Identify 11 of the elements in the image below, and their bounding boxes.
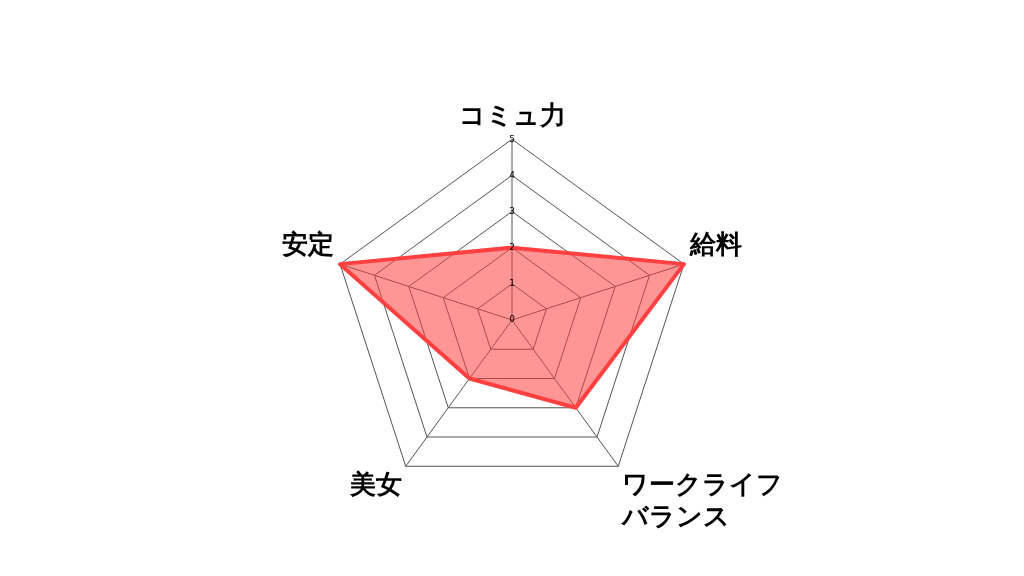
- spoke-label: コミュ力: [458, 100, 566, 131]
- y-tick-label: 3: [509, 205, 515, 216]
- spoke-label: 安定: [282, 229, 335, 260]
- spoke-label: 美女: [349, 469, 403, 500]
- y-tick-label: 0: [509, 314, 516, 325]
- spoke-label: 給料: [688, 229, 742, 260]
- y-tick-label: 1: [509, 278, 515, 289]
- spoke-label: ワークライフバランス: [619, 469, 783, 531]
- y-tick-label: 4: [509, 169, 516, 180]
- y-tick-label: 2: [509, 242, 515, 253]
- y-tick-label: 5: [509, 133, 515, 144]
